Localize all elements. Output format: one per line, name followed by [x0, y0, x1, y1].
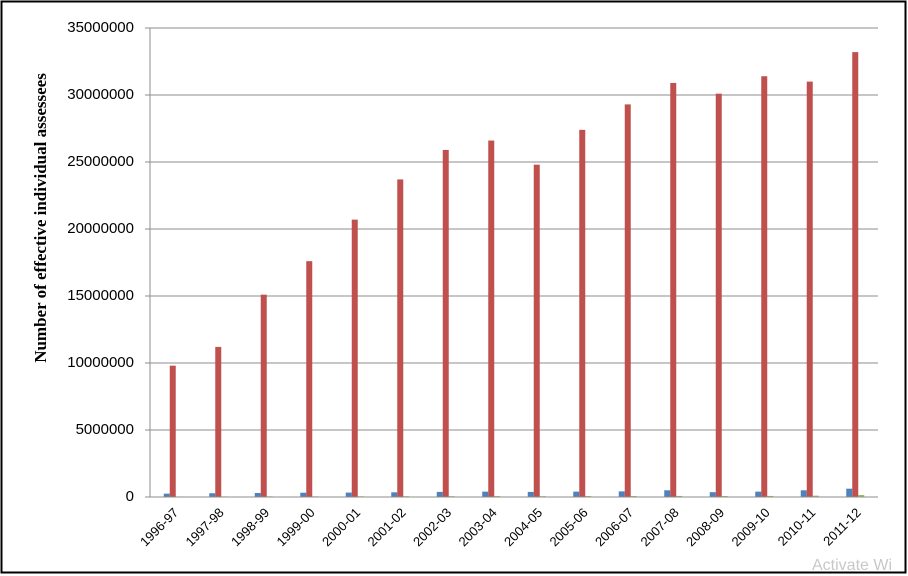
bar: [618, 491, 625, 497]
bar: [306, 261, 313, 497]
y-tick-label: 0: [126, 488, 134, 505]
y-axis-title: Number of effective individual assessees: [31, 73, 50, 363]
bar: [676, 495, 683, 497]
bar: [852, 52, 859, 498]
bar: [397, 179, 404, 498]
watermark: Activate Wi: [812, 557, 892, 574]
bar: [624, 104, 631, 497]
bar: [436, 491, 443, 497]
bar: [715, 93, 722, 497]
bar: [351, 219, 358, 497]
bar: [767, 495, 774, 497]
y-tick-label: 35000000: [67, 19, 134, 36]
bar: [169, 365, 176, 497]
bar: [664, 490, 671, 497]
bar: [300, 492, 307, 497]
bar: [806, 81, 813, 497]
bar: [709, 492, 716, 497]
bar: [761, 76, 768, 498]
bar: [812, 495, 819, 497]
bar: [482, 491, 489, 497]
bar: [670, 82, 677, 497]
y-tick-label: 15000000: [67, 287, 134, 304]
bar: [755, 491, 762, 497]
bar: [846, 488, 853, 497]
bar: [391, 492, 398, 497]
bar: [858, 494, 865, 497]
bar: [345, 492, 352, 497]
y-tick-label: 10000000: [67, 354, 134, 371]
bar: [488, 140, 495, 497]
bar: [527, 491, 534, 497]
bar: [573, 491, 580, 497]
bar: [163, 493, 170, 497]
bar: [260, 294, 267, 497]
bar: [800, 490, 807, 497]
bar: [442, 149, 449, 497]
y-tick-label: 25000000: [67, 153, 134, 170]
bar: [533, 164, 540, 497]
bar: [254, 492, 261, 497]
y-tick-label: 20000000: [67, 220, 134, 237]
y-tick-label: 30000000: [67, 86, 134, 103]
bar: [209, 493, 216, 497]
bar: [215, 346, 222, 497]
y-tick-label: 5000000: [76, 421, 134, 438]
bar: [579, 129, 586, 497]
